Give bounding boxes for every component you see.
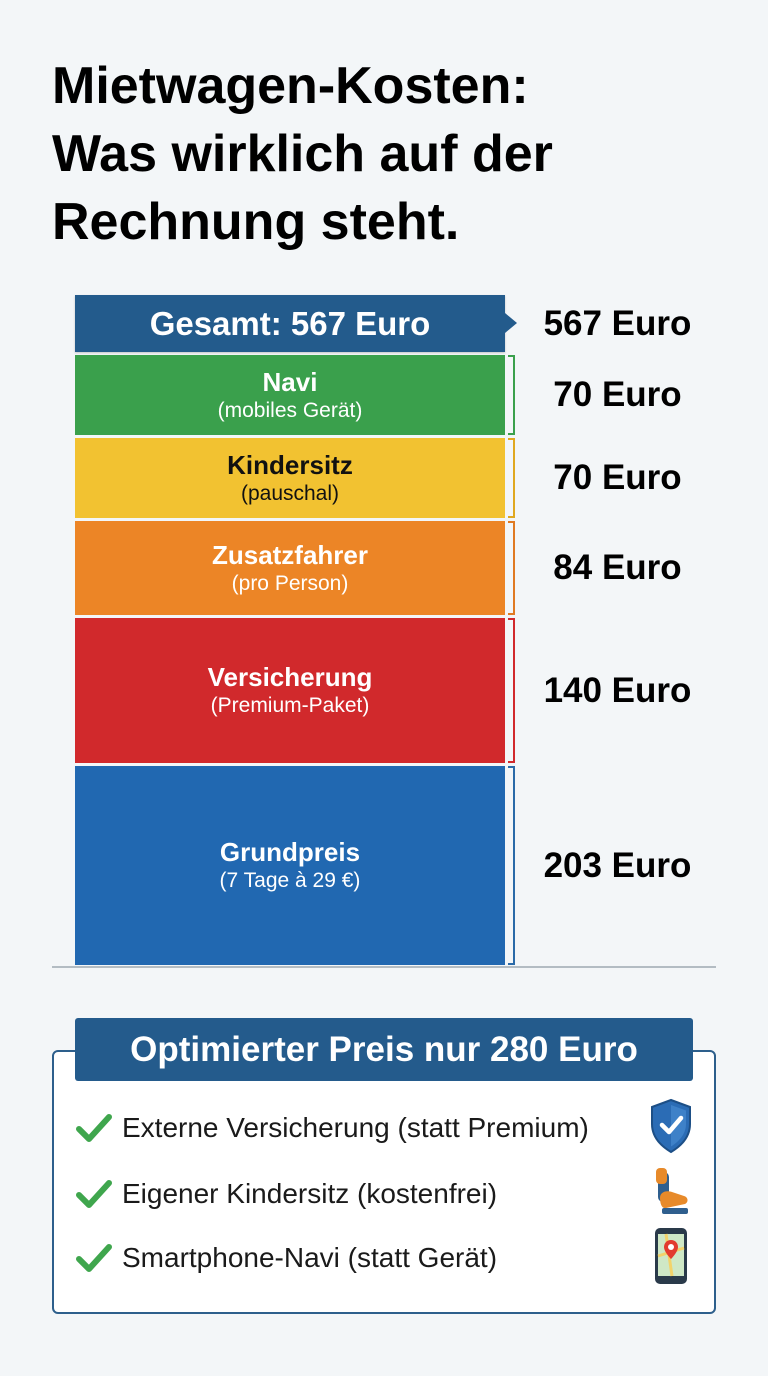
- title-line-2: Was wirklich auf der: [52, 125, 553, 183]
- segment-value-label: 140 Euro: [543, 670, 692, 710]
- check-icon: [76, 1114, 112, 1142]
- optimized-item-navi: Smartphone-Navi (statt Gerät): [74, 1228, 694, 1284]
- bar-segment-versicherung: Versicherung (Premium-Paket): [75, 618, 505, 763]
- optimized-price-header: Optimierter Preis nur 280 Euro: [75, 1018, 693, 1081]
- optimized-price-box: [52, 1050, 716, 1314]
- segment-sub-label: (Premium-Paket): [210, 694, 370, 717]
- optimized-price-title: Optimierter Preis nur 280 Euro: [130, 1029, 638, 1069]
- optimized-item-text: Eigener Kindersitz (kostenfrei): [122, 1178, 498, 1209]
- segment-name-label: Versicherung: [207, 662, 373, 692]
- total-value-label: 567 Euro: [543, 304, 692, 343]
- segment-sub-label: (pro Person): [231, 571, 349, 595]
- smartphone-map-icon: [655, 1228, 687, 1284]
- segment-bracket: [508, 766, 515, 965]
- segment-sub-label: (mobiles Gerät): [217, 398, 363, 422]
- segment-bracket: [508, 618, 515, 763]
- segment-name-label: Kindersitz: [227, 449, 353, 480]
- bar-segment-grundpreis: Grundpreis (7 Tage à 29 €): [75, 766, 505, 965]
- total-bar: Gesamt: 567 Euro: [75, 295, 505, 352]
- segment-value-label: 70 Euro: [553, 375, 682, 414]
- segment-sub-label: (7 Tage à 29 €): [219, 869, 361, 892]
- optimized-item-insurance: Externe Versicherung (statt Premium): [74, 1098, 694, 1154]
- segment-name-label: Grundpreis: [219, 837, 361, 867]
- segment-name-label: Zusatzfahrer: [211, 539, 369, 570]
- total-arrow-icon: [505, 313, 517, 333]
- bar-segment-navi: Navi (mobiles Gerät): [75, 355, 505, 435]
- bar-segment-kindersitz: Kindersitz (pauschal): [75, 438, 505, 518]
- title-line-3: Rechnung steht.: [52, 193, 460, 251]
- segment-bracket: [508, 355, 515, 435]
- page-title: Mietwagen-Kosten: Was wirklich auf der R…: [52, 52, 732, 256]
- segment-value-label: 70 Euro: [553, 458, 682, 497]
- shield-check-icon: [651, 1098, 691, 1154]
- optimized-item-child-seat: Eigener Kindersitz (kostenfrei): [74, 1168, 694, 1216]
- title-line-1: Mietwagen-Kosten:: [52, 57, 529, 115]
- chart-baseline: [52, 966, 716, 968]
- segment-bracket: [508, 438, 515, 518]
- segment-name-label: Navi: [262, 366, 318, 397]
- check-icon: [76, 1244, 112, 1272]
- check-icon: [76, 1180, 112, 1208]
- segment-bracket: [508, 521, 515, 615]
- child-seat-icon: [656, 1168, 688, 1214]
- segment-sub-label: (pauschal): [240, 481, 340, 505]
- total-bar-label: Gesamt: 567 Euro: [149, 304, 431, 342]
- bar-segment-zusatzfahrer: Zusatzfahrer (pro Person): [75, 521, 505, 615]
- optimized-item-text: Smartphone-Navi (statt Gerät): [122, 1242, 498, 1273]
- segment-value-label: 84 Euro: [553, 548, 682, 587]
- segment-value-label: 203 Euro: [543, 845, 692, 885]
- optimized-item-text: Externe Versicherung (statt Premium): [122, 1112, 589, 1143]
